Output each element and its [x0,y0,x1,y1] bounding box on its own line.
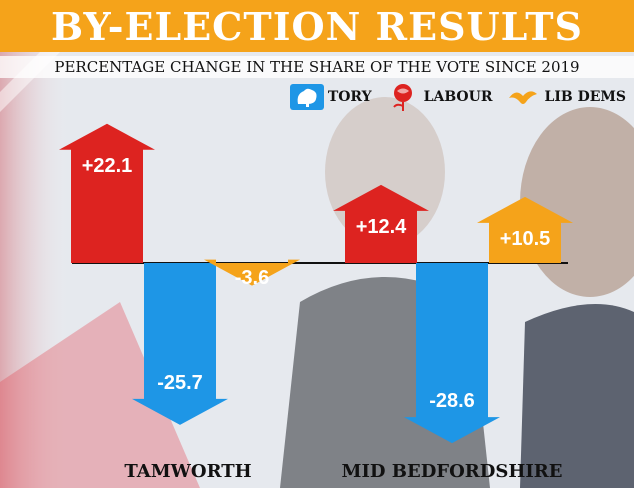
value-label-tory-mid-bedfordshire: -28.6 [429,390,475,412]
bar-libdems-mid-bedfordshire [477,196,573,263]
value-label-labour-mid-bedfordshire: +12.4 [356,216,407,238]
legend: TORY LABOUR LIB DEMS [289,82,626,112]
value-label-libdems-tamworth: -3.6 [235,267,269,289]
legend-item-libdems: LIB DEMS [506,84,626,110]
legend-item-labour: LABOUR [386,82,493,112]
legend-label-labour: LABOUR [423,89,493,105]
chart-subtitle: PERCENTAGE CHANGE IN THE SHARE OF THE VO… [0,56,634,78]
value-label-libdems-mid-bedfordshire: +10.5 [500,228,551,250]
bar-libdems-tamworth [204,259,300,286]
chart-title: BY-ELECTION RESULTS [51,3,583,49]
bar-tory-mid-bedfordshire [404,263,500,444]
bar-labour-mid-bedfordshire [333,184,429,263]
bars-group: -25.7 -28.6 +22.1 +12.4 -3.6 +10.5 [59,123,573,444]
value-label-tory-tamworth: -25.7 [157,372,203,394]
tory-tree-icon [289,84,324,110]
labour-rose-icon [392,84,412,111]
bar-labour-tamworth [59,123,155,264]
legend-item-tory: TORY [289,84,372,110]
bar-tory-tamworth [132,263,228,425]
value-label-labour-tamworth: +22.1 [82,155,133,177]
category-label-mid-bedfordshire: MID BEDFORDSHIRE [342,461,563,482]
title-banner: BY-ELECTION RESULTS [0,0,634,52]
legend-label-libdems: LIB DEMS [544,89,626,105]
libdem-bird-icon [509,91,538,104]
legend-label-tory: TORY [327,89,372,105]
category-label-tamworth: TAMWORTH [124,461,251,482]
